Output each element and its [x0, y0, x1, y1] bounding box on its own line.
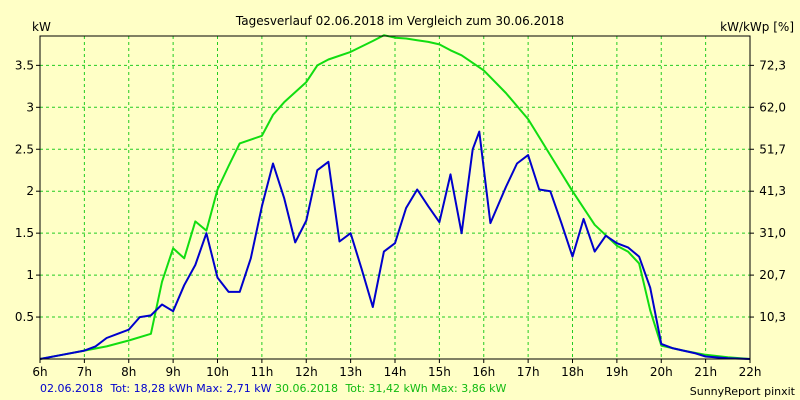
chart-title: Tagesverlauf 02.06.2018 im Vergleich zum… [235, 14, 564, 28]
legend-series-2-stats: Tot: 31,42 kWh Max: 3,86 kW [344, 382, 506, 395]
y-tick-label-right: 51,7 [759, 142, 786, 156]
x-tick-label: 17h [517, 365, 540, 379]
x-tick-label: 8h [121, 365, 136, 379]
y-tick-label-left: 2.5 [15, 142, 34, 156]
x-tick-label: 12h [295, 365, 318, 379]
x-tick-label: 11h [250, 365, 273, 379]
footer-legend: 02.06.2018 Tot: 18,28 kWh Max: 2,71 kW 3… [40, 382, 507, 395]
y-tick-label-left: 2 [26, 184, 34, 198]
series-line-1 [39, 130, 751, 360]
x-tick-label: 9h [166, 365, 181, 379]
x-tick-label: 10h [206, 365, 229, 379]
axis-ticks: 6h 7h 8h 9h 10h 11h 12h 13h 14h 15h 16h 17h 18h 19h 20… [15, 58, 786, 379]
x-tick-label: 18h [561, 365, 584, 379]
credit-text: SunnyReport pinxit [690, 385, 796, 398]
x-tick-label: 15h [428, 365, 451, 379]
x-tick-label: 20h [650, 365, 673, 379]
y-tick-label-right: 72,3 [759, 58, 786, 72]
y-tick-label-left: 3.5 [15, 58, 34, 72]
x-tick-label: 6h [32, 365, 47, 379]
y-tick-label-left: 1 [26, 268, 34, 282]
y-tick-label-left: 3 [26, 100, 34, 114]
x-tick-label: 22h [739, 365, 762, 379]
series-line-2 [39, 34, 751, 360]
x-tick-label: 19h [605, 365, 628, 379]
series-lines [39, 34, 751, 360]
x-tick-label: 13h [339, 365, 362, 379]
legend-series-1-stats: Tot: 18,28 kWh Max: 2,71 kW [109, 382, 271, 395]
legend-series-2-name: 30.06.2018 [275, 382, 338, 395]
y-tick-label-right: 10,3 [759, 310, 786, 324]
y-tick-label-right: 31,0 [759, 226, 786, 240]
grid [40, 36, 750, 359]
x-tick-label: 21h [694, 365, 717, 379]
y-axis-right-label: kW/kWp [%] [720, 20, 794, 34]
y-tick-label-left: 0.5 [15, 310, 34, 324]
legend-series-1-name: 02.06.2018 [40, 382, 103, 395]
x-tick-label: 16h [472, 365, 495, 379]
y-tick-label-right: 62,0 [759, 100, 786, 114]
x-tick-label: 14h [384, 365, 407, 379]
y-tick-label-right: 41,3 [759, 184, 786, 198]
y-axis-left-label: kW [32, 20, 51, 34]
y-tick-label-right: 20,7 [759, 268, 786, 282]
x-tick-label: 7h [77, 365, 92, 379]
y-tick-label-left: 1.5 [15, 226, 34, 240]
